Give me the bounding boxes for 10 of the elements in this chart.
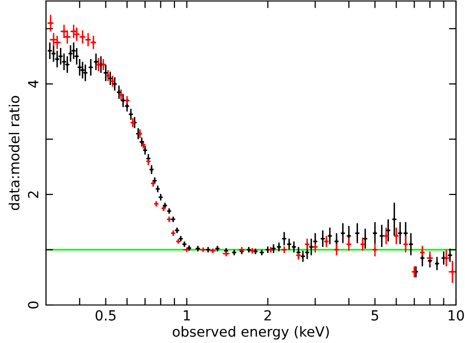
x-tick-label: 10 <box>448 310 464 321</box>
x-tick-label: 1 <box>184 310 190 320</box>
x-tick-label: 5 <box>372 310 378 321</box>
x-tick-label: 0.5 <box>96 310 116 321</box>
y-tick-label: 0 <box>28 302 38 309</box>
x-tick-label: 2 <box>264 310 271 320</box>
y-axis-title: data:model ratio <box>8 96 20 210</box>
x-axis-title: observed energy (keV) <box>172 326 329 340</box>
y-tick-label: 4 <box>28 80 38 88</box>
y-tick-label: 2 <box>28 191 38 198</box>
